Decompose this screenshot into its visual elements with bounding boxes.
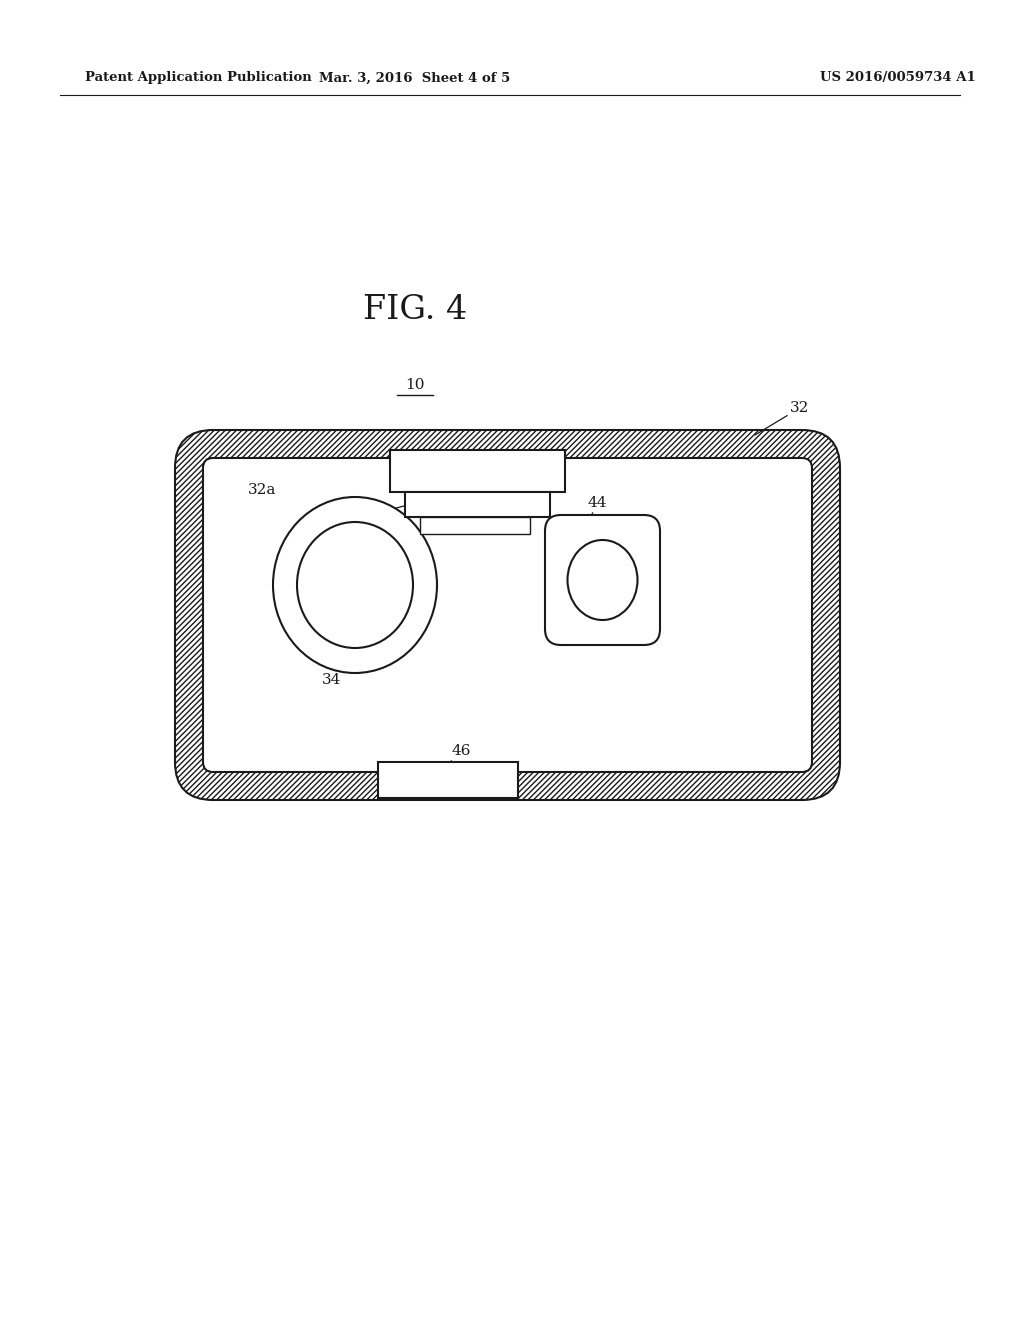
- Bar: [406, 492, 550, 517]
- Text: 32: 32: [755, 401, 809, 436]
- FancyBboxPatch shape: [203, 458, 812, 772]
- Bar: [420, 517, 530, 535]
- Bar: [390, 450, 565, 492]
- Text: US 2016/0059734 A1: US 2016/0059734 A1: [820, 71, 976, 84]
- Ellipse shape: [567, 540, 638, 620]
- Ellipse shape: [273, 498, 437, 673]
- Text: Mar. 3, 2016  Sheet 4 of 5: Mar. 3, 2016 Sheet 4 of 5: [319, 71, 511, 84]
- Ellipse shape: [297, 521, 413, 648]
- Text: 42: 42: [336, 506, 408, 528]
- Text: 34: 34: [323, 655, 350, 686]
- Text: 40: 40: [490, 506, 519, 528]
- Text: Patent Application Publication: Patent Application Publication: [85, 71, 311, 84]
- FancyBboxPatch shape: [175, 430, 840, 800]
- Text: 32a: 32a: [248, 483, 276, 498]
- Text: FIG. 4: FIG. 4: [362, 294, 467, 326]
- FancyBboxPatch shape: [545, 515, 660, 645]
- Text: 44: 44: [588, 496, 607, 517]
- Text: 10: 10: [406, 378, 425, 392]
- Bar: [378, 762, 518, 799]
- Text: 46: 46: [449, 744, 471, 764]
